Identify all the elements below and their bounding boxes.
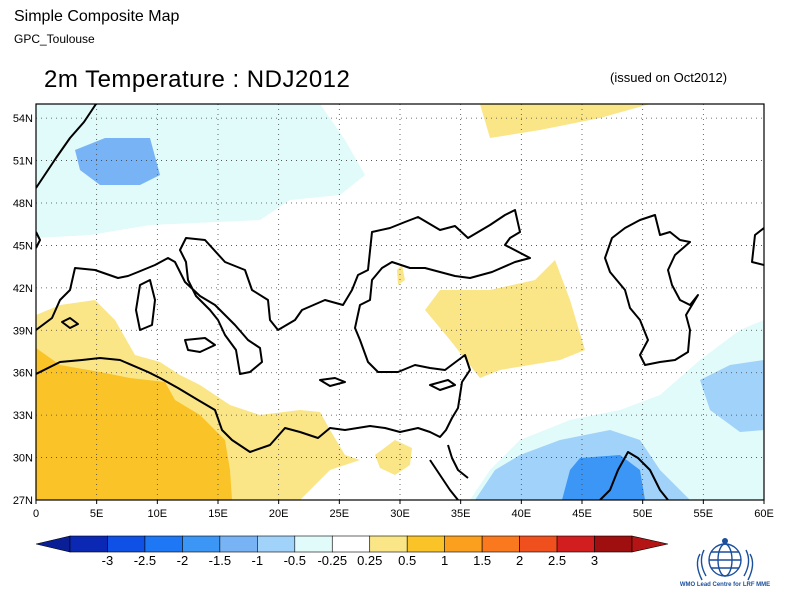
lon-tick-label: 35E [451, 508, 471, 520]
lat-tick-label: 33N [13, 410, 33, 422]
lon-tick-label: 25E [330, 508, 350, 520]
coastline-caspian [604, 214, 699, 366]
anomaly-region-yellow-small [397, 265, 405, 285]
coastline-red-sea [429, 444, 669, 500]
issued-date: (issued on Oct2012) [610, 70, 728, 85]
colorbar-swatch [481, 535, 520, 553]
lat-tick-label: 27N [13, 495, 33, 507]
lat-tick-label: 42N [13, 283, 33, 295]
colorbar-label: -2 [177, 553, 189, 568]
anomaly-region-yellow-north [480, 104, 650, 138]
colorbar-swatch [556, 535, 595, 553]
anomaly-region-blue-north [75, 138, 160, 185]
lon-tick-label: 5E [90, 508, 103, 520]
colorbar-label: -2.5 [134, 553, 156, 568]
lon-tick-label: 45E [572, 508, 592, 520]
colorbar-swatch [594, 535, 633, 553]
wmo-emblem-icon [696, 538, 754, 581]
anomaly-region-blue-southeast [562, 455, 645, 500]
lon-tick-label: 20E [269, 508, 289, 520]
colorbar-arrow-right [631, 535, 669, 553]
lon-tick-label: 55E [694, 508, 714, 520]
colorbar-swatch [444, 535, 483, 553]
colorbar-swatch [144, 535, 183, 553]
colorbar-swatch [294, 535, 333, 553]
lat-tick-label: 51N [13, 156, 33, 168]
colorbar-label: -0.25 [317, 553, 347, 568]
colorbar-swatch [69, 535, 108, 553]
map-title: 2m Temperature : NDJ2012 [44, 66, 351, 93]
colorbar-label: -1.5 [209, 553, 231, 568]
colorbar-label: 1 [441, 553, 448, 568]
lon-tick-label: 60E [754, 508, 774, 520]
grid-lines [36, 104, 764, 500]
anomaly-shading [36, 104, 764, 500]
lat-tick-label: 48N [13, 198, 33, 210]
coastline-crete [319, 377, 346, 387]
lon-tick-label: 15E [208, 508, 228, 520]
anomaly-region-yellow-anatolia [425, 260, 585, 378]
colorbar-swatch [107, 535, 146, 553]
lat-tick-label: 36N [13, 368, 33, 380]
colorbar-swatch [519, 535, 558, 553]
colorbar-label: 3 [591, 553, 598, 568]
lon-tick-label: 10E [148, 508, 168, 520]
colorbar-label: 0.25 [357, 553, 382, 568]
coastlines [36, 104, 764, 500]
source-subtitle: GPC_Toulouse [14, 32, 95, 46]
colorbar: -3 -2.5 -2 -1.5 -1 -0.5 -0.25 0.25 0.5 1 1.5 2 2.5 3 [35, 535, 669, 568]
lat-tick-label: 54N [13, 113, 33, 125]
lat-tick-label: 45N [13, 240, 33, 252]
colorbar-label: -0.5 [284, 553, 306, 568]
colorbar-label: -3 [102, 553, 114, 568]
logo-caption: WMO Lead Centre for LRF MME [679, 582, 771, 588]
colorbar-label: 2.5 [548, 553, 566, 568]
axis-labels: 0 5E 10E 15E 20E 25E 30E 35E 40E 45E 50E 55E 60E 27N 3… [13, 113, 774, 520]
colorbar-swatch [257, 535, 296, 553]
anomaly-region-yellow-egypt [375, 440, 412, 475]
colorbar-label: -1 [252, 553, 264, 568]
lon-tick-label: 50E [633, 508, 653, 520]
coastline-balearics [61, 317, 79, 329]
anomaly-region-light-cyan-north [36, 104, 365, 238]
colorbar-label: 1.5 [473, 553, 491, 568]
coastline-mediterranean [36, 104, 531, 453]
lon-tick-label: 30E [390, 508, 410, 520]
page-title: Simple Composite Map [14, 8, 180, 25]
coastline-sardinia [135, 279, 156, 331]
colorbar-label: 2 [516, 553, 523, 568]
colorbar-label: 0.5 [398, 553, 416, 568]
colorbar-swatch [369, 535, 408, 553]
coastline-cyprus [429, 379, 456, 391]
lat-tick-label: 30N [13, 453, 33, 465]
colorbar-arrow-left [35, 535, 71, 553]
colorbar-swatch [331, 535, 371, 553]
anomaly-region-orange-sahara [36, 348, 232, 500]
colorbar-swatch [182, 535, 221, 553]
coastline-sicily [184, 337, 216, 353]
colorbar-swatch [406, 535, 445, 553]
anomaly-region-light-blue-east [700, 360, 764, 432]
colorbar-swatch [219, 535, 258, 553]
coastline-east [751, 227, 764, 266]
lat-tick-label: 39N [13, 325, 33, 337]
lon-tick-label: 40E [512, 508, 532, 520]
lon-tick-label: 0 [33, 508, 39, 520]
